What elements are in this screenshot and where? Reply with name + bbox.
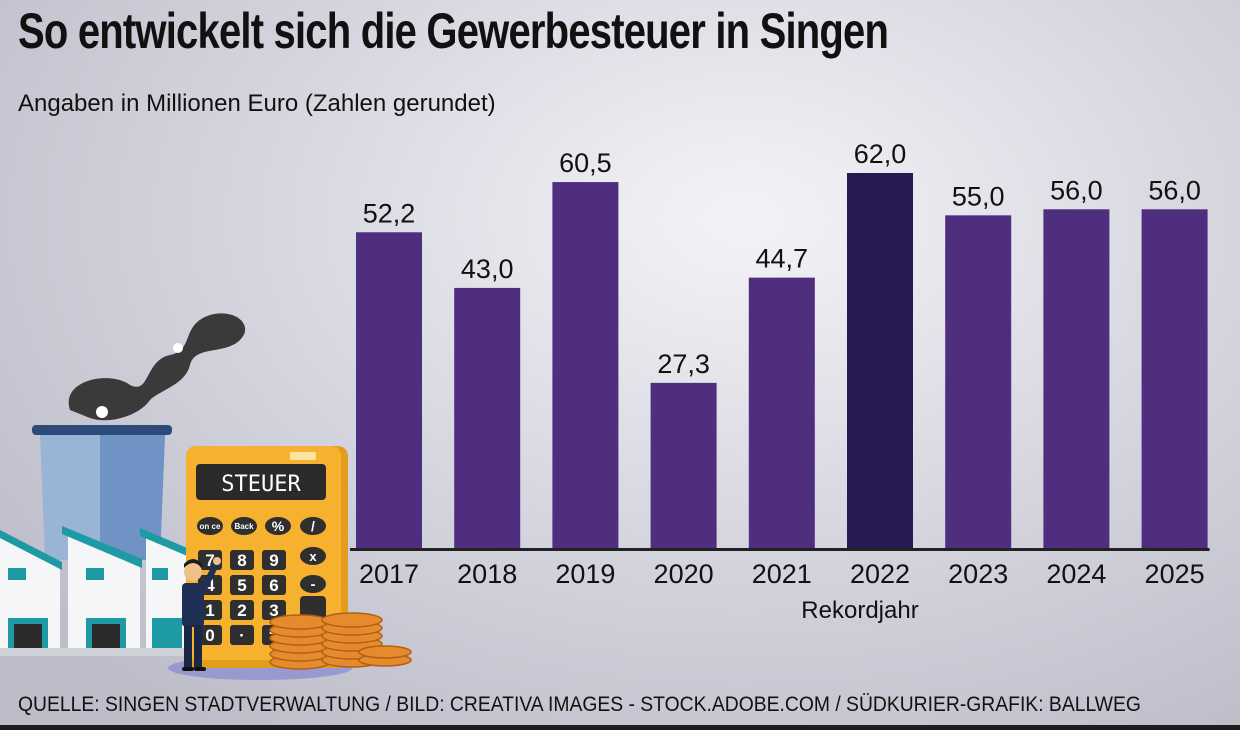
value-label-2020: 27,3 <box>657 349 710 379</box>
svg-text:·: · <box>239 626 245 645</box>
svg-text:4: 4 <box>205 576 215 595</box>
businessman-icon <box>182 557 221 671</box>
x-tick-2020: 2020 <box>654 559 714 589</box>
svg-text:6: 6 <box>269 576 278 595</box>
svg-text:Back: Back <box>234 522 254 531</box>
bar-2021 <box>748 277 815 548</box>
value-label-2017: 52,2 <box>363 198 416 228</box>
chart-title: So entwickelt sich die Gewerbesteuer in … <box>18 3 889 59</box>
calculator-icon: STEUER on ce Back % / 7 8 9 x 4 5 6 - 1 … <box>186 446 348 668</box>
svg-text:2: 2 <box>237 601 246 620</box>
coins-icon <box>269 612 412 670</box>
value-label-2021: 44,7 <box>756 244 809 274</box>
bar-2020 <box>650 382 717 548</box>
x-tick-2017: 2017 <box>359 559 419 589</box>
bar-2024 <box>1043 209 1110 548</box>
value-label-2019: 60,5 <box>559 148 612 178</box>
value-label-2024: 56,0 <box>1050 175 1103 205</box>
svg-text:x: x <box>309 549 317 564</box>
x-tick-2025: 2025 <box>1145 559 1205 589</box>
svg-text:7: 7 <box>205 551 214 570</box>
svg-text:0: 0 <box>205 626 214 645</box>
bar-2018 <box>454 287 521 548</box>
factory-icon <box>0 313 246 656</box>
bar-2025 <box>1141 209 1208 548</box>
value-label-2018: 43,0 <box>461 254 514 284</box>
annotation-rekordjahr: Rekordjahr <box>801 597 918 624</box>
chart-subtitle: Angaben in Millionen Euro (Zahlen gerund… <box>18 90 496 117</box>
svg-text:1: 1 <box>205 601 214 620</box>
x-tick-2018: 2018 <box>457 559 517 589</box>
x-tick-2023: 2023 <box>948 559 1008 589</box>
svg-text:3: 3 <box>269 601 278 620</box>
x-tick-2022: 2022 <box>850 559 910 589</box>
value-label-2025: 56,0 <box>1148 175 1201 205</box>
calculator-display: STEUER <box>221 472 301 497</box>
illustration: STEUER on ce Back % / 7 8 9 x 4 5 6 - 1 … <box>0 313 412 680</box>
bar-chart: 52,2 43,0 60,5 27,3 44,7 62,0 55,0 56,0 56,0 201… <box>350 139 1210 624</box>
svg-text:%: % <box>272 518 285 534</box>
bar-2019 <box>552 182 619 549</box>
x-tick-2021: 2021 <box>752 559 812 589</box>
x-tick-2024: 2024 <box>1046 559 1106 589</box>
svg-text:-: - <box>311 576 316 593</box>
svg-text:/: / <box>311 518 315 534</box>
svg-text:on ce: on ce <box>200 522 221 531</box>
value-label-2023: 55,0 <box>952 181 1005 211</box>
svg-text:5: 5 <box>237 576 246 595</box>
source-credit: QUELLE: SINGEN STADTVERWALTUNG / BILD: C… <box>18 693 1141 716</box>
bar-2022 <box>847 173 913 548</box>
bar-2017 <box>356 232 422 548</box>
svg-text:9: 9 <box>269 551 278 570</box>
bar-2023 <box>945 215 1012 548</box>
svg-text:8: 8 <box>237 551 246 570</box>
x-tick-2019: 2019 <box>555 559 615 589</box>
value-label-2022: 62,0 <box>854 139 907 169</box>
bottom-rule <box>0 725 1240 730</box>
